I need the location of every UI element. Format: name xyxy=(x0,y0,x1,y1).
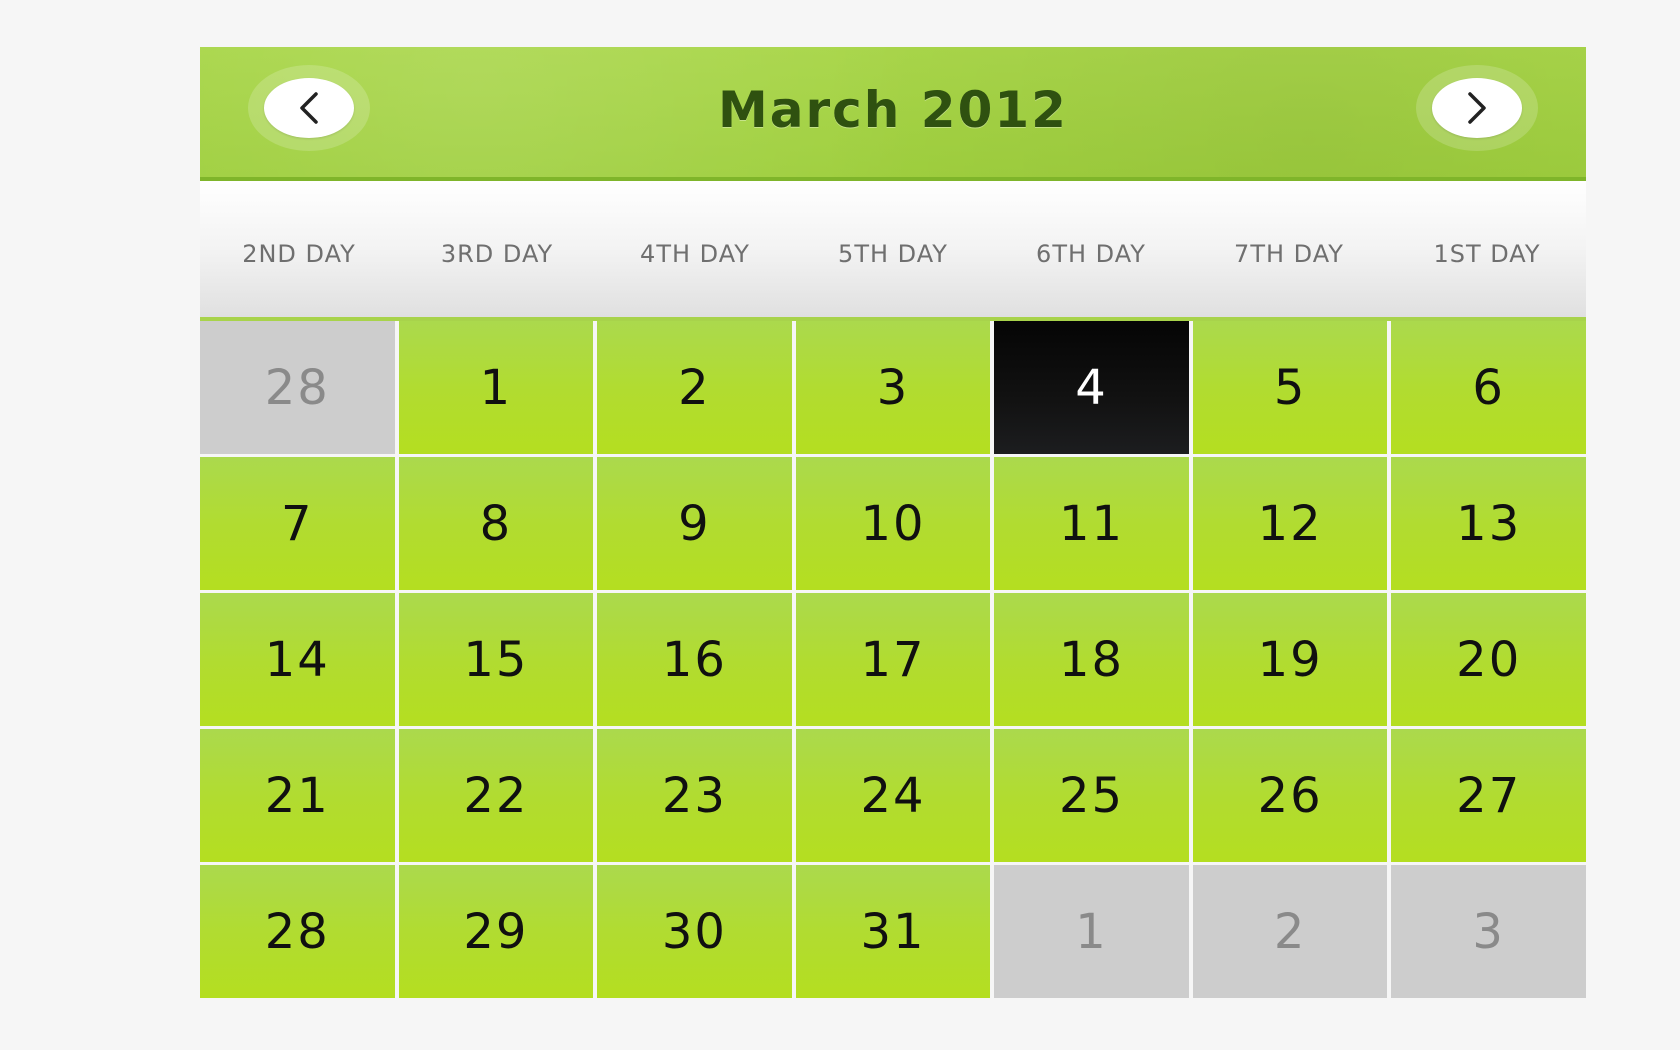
day-cell[interactable]: 27 xyxy=(1391,729,1586,862)
day-cell[interactable]: 10 xyxy=(795,457,991,590)
weekday-label: 4TH DAY xyxy=(640,240,750,268)
day-cell[interactable]: 28 xyxy=(200,865,395,998)
day-cell[interactable]: 19 xyxy=(1192,593,1388,726)
day-cell[interactable]: 18 xyxy=(994,593,1189,726)
day-cell[interactable]: 26 xyxy=(1192,729,1388,862)
day-cell[interactable]: 16 xyxy=(597,593,792,726)
weekday-label: 1ST DAY xyxy=(1433,240,1541,268)
day-cell[interactable]: 24 xyxy=(795,729,991,862)
day-cell[interactable]: 25 xyxy=(994,729,1189,862)
day-cell[interactable]: 12 xyxy=(1192,457,1388,590)
day-cell[interactable]: 3 xyxy=(795,321,991,454)
weekday-label: 3RD DAY xyxy=(440,240,554,268)
day-cell[interactable]: 13 xyxy=(1391,457,1586,590)
day-cell[interactable]: 22 xyxy=(398,729,594,862)
chevron-left-icon xyxy=(300,92,318,124)
weekday-label: 5TH DAY xyxy=(838,240,948,268)
prev-month-button-halo xyxy=(248,65,370,151)
weekday-label: 2ND DAY xyxy=(242,240,356,268)
day-cell[interactable]: 31 xyxy=(795,865,991,998)
weekday-label: 7TH DAY xyxy=(1234,240,1344,268)
prev-month-button[interactable] xyxy=(264,78,354,138)
day-cell[interactable]: 21 xyxy=(200,729,395,862)
day-cell[interactable]: 6 xyxy=(1391,321,1586,454)
next-month-button-halo xyxy=(1416,65,1538,151)
day-grid: 28 1 2 3 4 5 6 7 8 9 10 11 12 13 14 15 1… xyxy=(200,321,1586,998)
day-cell-other-month[interactable]: 28 xyxy=(200,321,395,454)
day-cell[interactable]: 7 xyxy=(200,457,395,590)
day-cell-other-month[interactable]: 1 xyxy=(994,865,1189,998)
calendar-header: March 2012 xyxy=(200,47,1586,181)
day-cell[interactable]: 1 xyxy=(398,321,594,454)
weekday-header-row: 2ND DAY 3RD DAY 4TH DAY 5TH DAY 6TH DAY … xyxy=(200,181,1586,321)
day-cell[interactable]: 5 xyxy=(1192,321,1388,454)
day-cell[interactable]: 8 xyxy=(398,457,594,590)
day-cell[interactable]: 2 xyxy=(597,321,792,454)
next-month-button[interactable] xyxy=(1432,78,1522,138)
day-cell-selected[interactable]: 4 xyxy=(994,321,1189,454)
chevron-right-icon xyxy=(1468,92,1486,124)
weekday-label: 6TH DAY xyxy=(1036,240,1146,268)
day-cell[interactable]: 23 xyxy=(597,729,792,862)
day-cell[interactable]: 11 xyxy=(994,457,1189,590)
day-cell[interactable]: 17 xyxy=(795,593,991,726)
day-cell[interactable]: 29 xyxy=(398,865,594,998)
day-cell-other-month[interactable]: 3 xyxy=(1391,865,1586,998)
day-cell[interactable]: 20 xyxy=(1391,593,1586,726)
day-cell[interactable]: 30 xyxy=(597,865,792,998)
day-cell[interactable]: 14 xyxy=(200,593,395,726)
day-cell[interactable]: 9 xyxy=(597,457,792,590)
month-title: March 2012 xyxy=(718,81,1068,139)
day-cell[interactable]: 15 xyxy=(398,593,594,726)
day-cell-other-month[interactable]: 2 xyxy=(1192,865,1388,998)
calendar-widget: March 2012 2ND DAY 3RD DAY 4TH DAY 5TH D… xyxy=(200,47,1586,998)
